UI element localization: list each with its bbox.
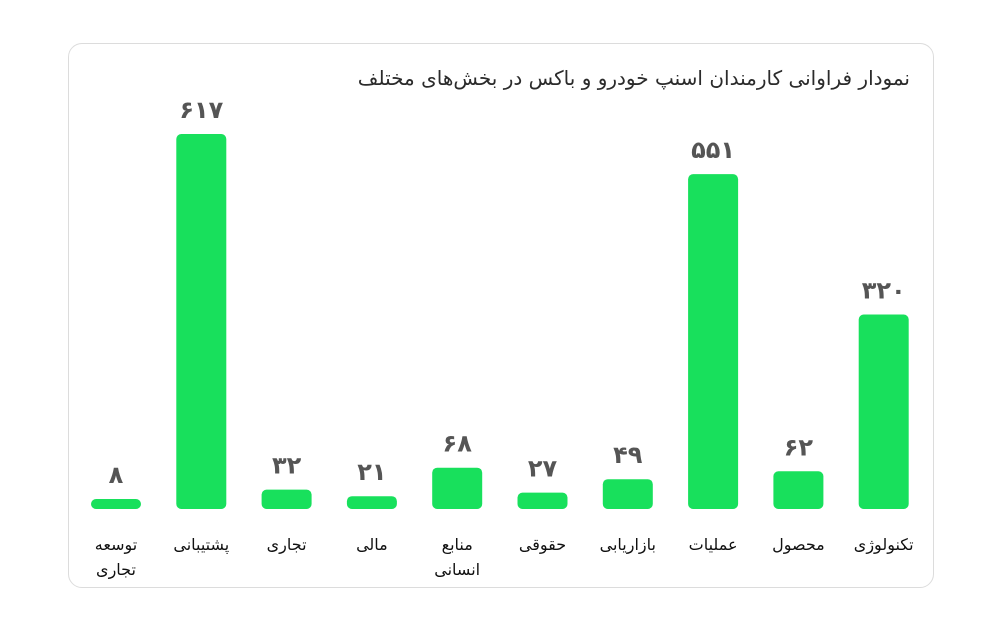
bar-value-label: ۴۹ (613, 441, 643, 469)
bar-value-label: ۵۵۱ (691, 136, 735, 164)
category-label: پشتیبانی (173, 535, 229, 555)
bar (91, 499, 141, 509)
category-label: منابع (442, 535, 473, 555)
bar-value-label: ۶۲ (784, 433, 814, 461)
bar-value-label: ۳۲ (272, 452, 302, 480)
bar (602, 479, 653, 509)
bar-value-label: ۸ (109, 461, 124, 489)
bar (858, 314, 909, 509)
bar (517, 492, 568, 509)
category-label: تکنولوژی (854, 535, 914, 555)
bar-value-label: ۶۸ (443, 430, 473, 458)
bar (346, 496, 397, 509)
category-label: عملیات (689, 535, 738, 554)
category-label: تجاری (96, 560, 136, 580)
bar-value-label: ۲۱ (357, 458, 386, 486)
bar (261, 489, 312, 509)
category-label: انسانی (434, 560, 480, 579)
bar-value-label: ۲۷ (528, 455, 558, 483)
category-label: محصول (772, 535, 825, 555)
bar (773, 471, 824, 509)
bar-value-label: ۳۲۰ (862, 277, 906, 305)
bar (688, 174, 739, 509)
bar (432, 467, 483, 509)
category-label: حقوقی (519, 535, 566, 555)
chart-title: نمودار فراوانی کارمندان اسنپ خودرو و باک… (357, 66, 910, 90)
category-label: تجاری (267, 535, 307, 555)
category-label: مالی (356, 535, 388, 554)
bar (176, 134, 227, 509)
category-label: توسعه (95, 535, 137, 555)
category-label: بازاریابی (600, 535, 656, 555)
bar-value-label: ۶۱۷ (179, 96, 223, 124)
